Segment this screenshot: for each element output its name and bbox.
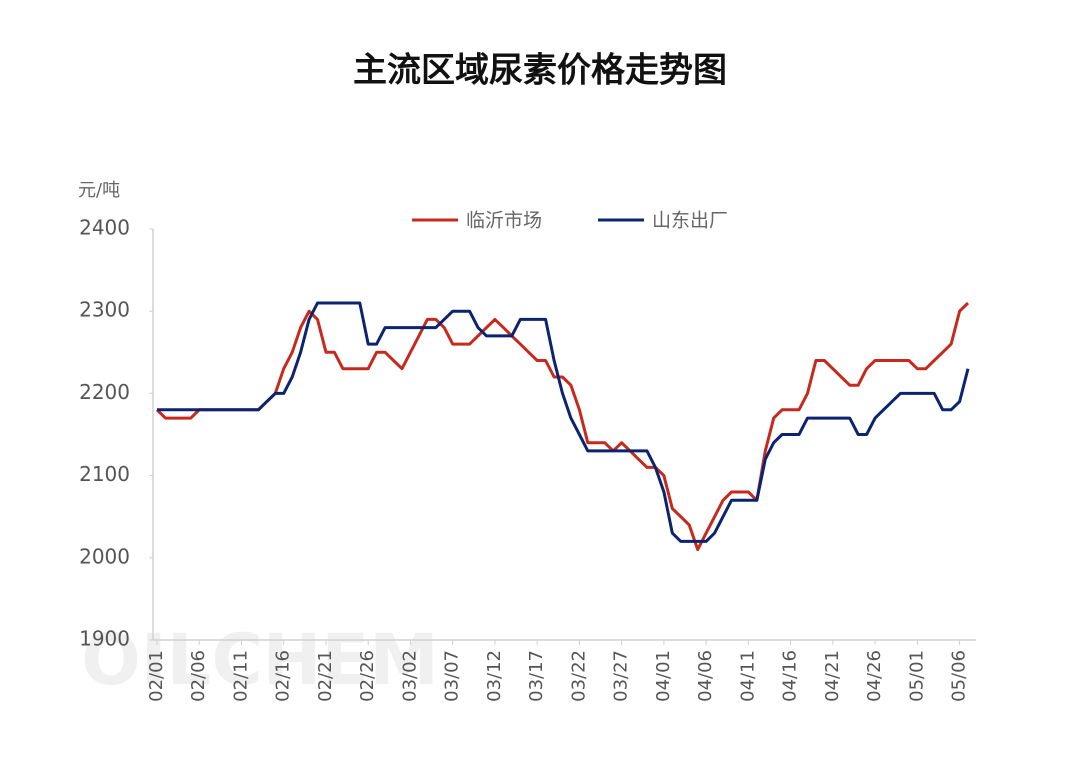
series-line — [155, 301, 970, 552]
x-tick-label: 04/21 — [822, 650, 843, 702]
x-tick-label: 02/26 — [357, 650, 378, 702]
x-tick-label: 04/06 — [695, 650, 716, 702]
x-tick-label: 03/27 — [611, 650, 632, 702]
y-tick-label: 2000 — [79, 544, 130, 568]
y-tick-label: 2300 — [79, 298, 130, 322]
chart-title: 主流区域尿素价格走势图 — [353, 51, 727, 91]
x-tick-label: 04/26 — [864, 650, 885, 702]
x-tick-label: 04/01 — [653, 650, 674, 702]
legend-label: 山东出厂 — [652, 210, 728, 232]
x-tick-label: 05/06 — [949, 650, 970, 702]
legend-label: 临沂市场 — [466, 210, 542, 232]
x-tick-label: 02/21 — [315, 650, 336, 702]
x-tick-label: 03/07 — [442, 650, 463, 702]
y-tick-label: 1900 — [79, 627, 130, 651]
y-tick-label: 2100 — [79, 462, 130, 486]
series-line — [157, 301, 970, 543]
x-tick-label: 03/17 — [526, 650, 547, 702]
x-tick-label: 03/02 — [399, 650, 420, 702]
x-tick-label: 03/12 — [484, 650, 505, 702]
x-tick-label: 02/06 — [188, 650, 209, 702]
watermark: OILCHEM — [81, 619, 439, 701]
y-tick-label: 2400 — [79, 216, 130, 240]
y-axis-label: 元/吨 — [78, 180, 120, 201]
y-tick-label: 2200 — [79, 380, 130, 404]
x-tick-label: 02/11 — [230, 650, 251, 702]
x-tick-label: 04/11 — [737, 650, 758, 702]
x-tick-label: 03/22 — [568, 650, 589, 702]
x-tick-label: 02/16 — [273, 650, 294, 702]
x-tick-label: 04/16 — [780, 650, 801, 702]
x-tick-label: 02/01 — [146, 650, 167, 702]
x-tick-label: 05/01 — [906, 650, 927, 702]
